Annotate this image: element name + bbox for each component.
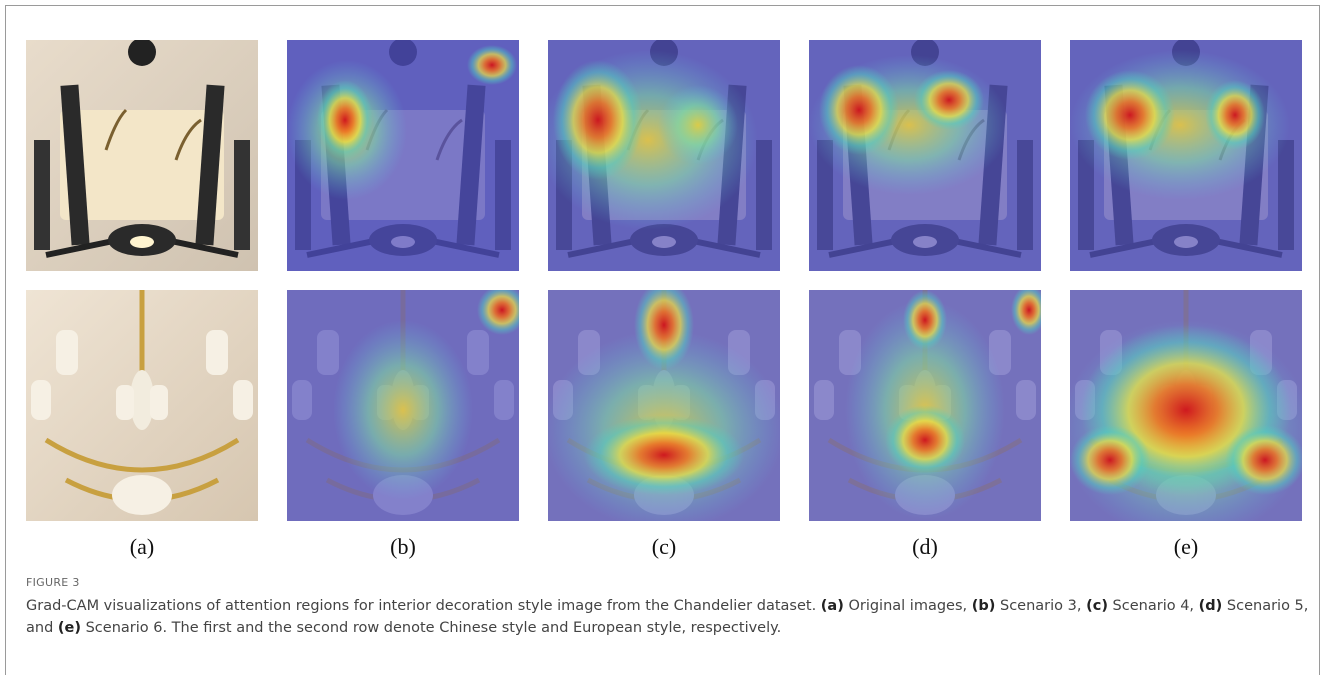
gradcam-image xyxy=(1070,290,1302,521)
caption-bold: (b) xyxy=(972,598,996,614)
page: (a) (b) (c) (d) (e) FIGURE 3 Grad-CAM vi… xyxy=(0,0,1327,673)
original-image xyxy=(26,290,258,521)
gradcam-image xyxy=(287,40,519,271)
gradcam-image xyxy=(287,290,519,521)
panel-label: (b) xyxy=(287,534,519,560)
caption-text: Scenario 6. The first and the second row… xyxy=(81,620,781,636)
gradcam-image xyxy=(1070,40,1302,271)
caption-bold: (a) xyxy=(821,598,844,614)
caption-bold: (e) xyxy=(58,620,81,636)
panel-label: (e) xyxy=(1070,534,1302,560)
caption-bold: (d) xyxy=(1199,598,1223,614)
caption-text: Grad-CAM visualizations of attention reg… xyxy=(26,598,821,614)
gradcam-image xyxy=(809,290,1041,521)
figure-label: FIGURE 3 xyxy=(26,576,80,589)
caption-text: Scenario 3, xyxy=(995,598,1086,614)
panel-label: (a) xyxy=(26,534,258,560)
panel-label: (d) xyxy=(809,534,1041,560)
panel-label: (c) xyxy=(548,534,780,560)
caption-text: Scenario 4, xyxy=(1108,598,1199,614)
caption-bold: (c) xyxy=(1086,598,1108,614)
caption-text: Original images, xyxy=(844,598,972,614)
gradcam-image xyxy=(809,40,1041,271)
caption: Grad-CAM visualizations of attention reg… xyxy=(26,595,1316,639)
original-image xyxy=(26,40,258,271)
gradcam-image xyxy=(548,40,780,271)
gradcam-image xyxy=(548,290,780,521)
